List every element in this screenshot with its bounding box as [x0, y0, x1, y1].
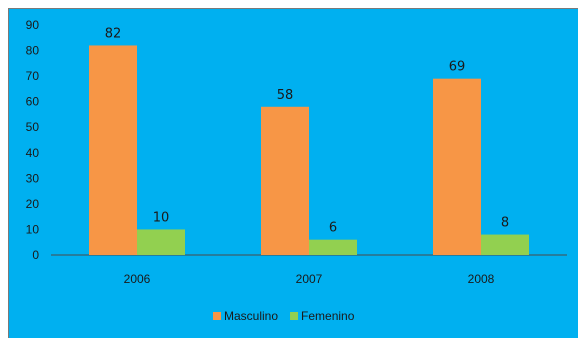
bar-femenino-2008: [481, 234, 529, 255]
y-tick-label-10: 10: [26, 222, 40, 236]
chart-panel: 0 10 20 30 40 50 60 70 80 90 82 10 2006 58 6 2007 69 8 200…: [8, 8, 578, 338]
bar-chart: 0 10 20 30 40 50 60 70 80 90 82 10 2006 58 6 2007 69 8 200…: [26, 18, 567, 323]
bar-masculino-2007: [261, 106, 309, 256]
data-label-masculino-2007: 58: [277, 88, 294, 103]
bar-femenino-2007: [309, 239, 357, 255]
data-label-femenino-2008: 8: [501, 216, 509, 231]
bar-masculino-2006: [89, 45, 137, 255]
data-label-femenino-2006: 10: [153, 210, 170, 225]
y-tick-label-20: 20: [26, 197, 40, 211]
bar-masculino-2008: [433, 78, 481, 256]
y-tick-label-70: 70: [26, 69, 40, 83]
bar-femenino-2006: [137, 229, 185, 255]
y-tick-label-90: 90: [26, 18, 40, 32]
y-tick-label-40: 40: [26, 146, 40, 160]
data-label-masculino-2006: 82: [105, 26, 122, 41]
y-tick-label-80: 80: [26, 44, 40, 58]
y-tick-label-50: 50: [26, 120, 40, 134]
x-tick-label-2008: 2008: [468, 272, 495, 286]
data-label-masculino-2008: 69: [449, 60, 466, 75]
x-tick-label-2007: 2007: [296, 272, 323, 286]
y-tick-label-60: 60: [26, 95, 40, 109]
legend-label-femenino: Femenino: [301, 309, 355, 323]
x-tick-label-2006: 2006: [124, 272, 151, 286]
y-tick-label-30: 30: [26, 171, 40, 185]
y-tick-label-0: 0: [32, 248, 39, 262]
legend-label-masculino: Masculino: [224, 309, 278, 323]
clipped-title-fragment: [0, 0, 160, 8]
legend-swatch-masculino: [213, 312, 221, 320]
data-label-femenino-2007: 6: [329, 221, 337, 236]
legend-swatch-femenino: [290, 312, 299, 320]
